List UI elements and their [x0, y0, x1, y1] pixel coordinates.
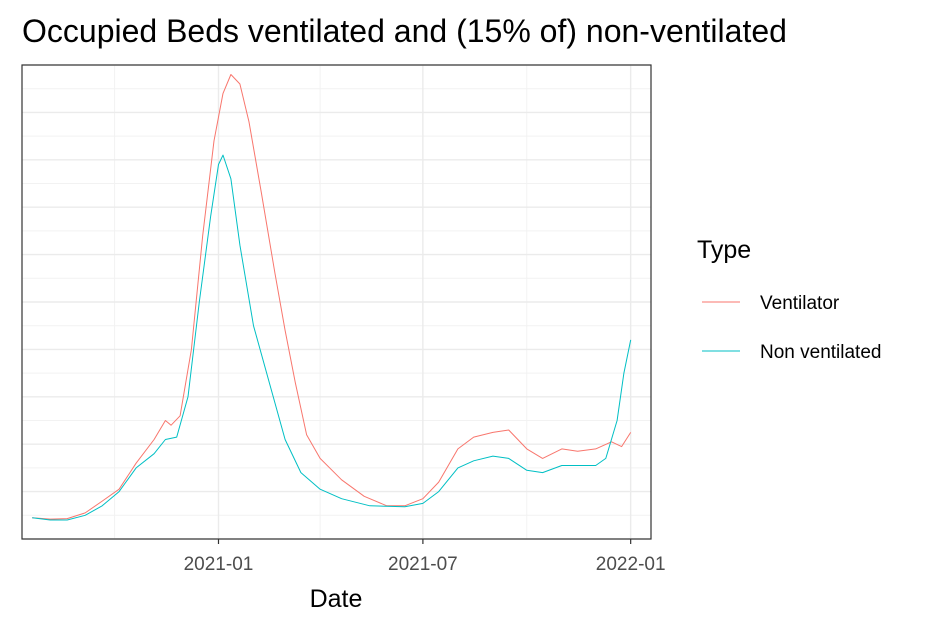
x-axis-title: Date — [310, 585, 363, 613]
legend: Type Ventilator Non ventilated — [697, 236, 881, 363]
series-line-ventilator — [32, 74, 632, 520]
legend-title: Type — [697, 236, 751, 264]
x-tick-label: 2021-07 — [388, 554, 458, 575]
plot-border — [21, 64, 652, 540]
x-tick-label: 2021-01 — [184, 554, 254, 575]
x-tick-label: 2022-01 — [596, 554, 666, 575]
legend-items: Ventilator Non ventilated — [702, 293, 881, 363]
chart-title: Occupied Beds ventilated and (15% of) no… — [22, 13, 787, 49]
legend-label: Ventilator — [760, 293, 840, 314]
x-axis-ticks: 2021-01 2021-07 2022-01 — [184, 539, 666, 575]
series-line-non-ventilated — [32, 154, 632, 521]
legend-label: Non ventilated — [760, 342, 881, 363]
series-lines — [32, 74, 632, 521]
